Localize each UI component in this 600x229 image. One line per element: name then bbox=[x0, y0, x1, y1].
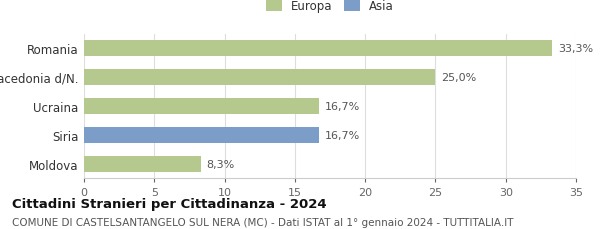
Bar bbox=[84, 41, 552, 57]
Bar bbox=[84, 70, 436, 86]
Text: 33,3%: 33,3% bbox=[558, 44, 593, 54]
Bar bbox=[84, 156, 200, 172]
Text: 25,0%: 25,0% bbox=[441, 73, 476, 83]
Bar bbox=[84, 127, 319, 143]
Text: 16,7%: 16,7% bbox=[325, 130, 359, 140]
Legend: Europa, Asia: Europa, Asia bbox=[263, 0, 397, 17]
Text: Cittadini Stranieri per Cittadinanza - 2024: Cittadini Stranieri per Cittadinanza - 2… bbox=[12, 197, 326, 210]
Text: COMUNE DI CASTELSANTANGELO SUL NERA (MC) - Dati ISTAT al 1° gennaio 2024 - TUTTI: COMUNE DI CASTELSANTANGELO SUL NERA (MC)… bbox=[12, 218, 514, 227]
Bar bbox=[84, 98, 319, 114]
Text: 16,7%: 16,7% bbox=[325, 101, 359, 112]
Text: 8,3%: 8,3% bbox=[206, 159, 235, 169]
